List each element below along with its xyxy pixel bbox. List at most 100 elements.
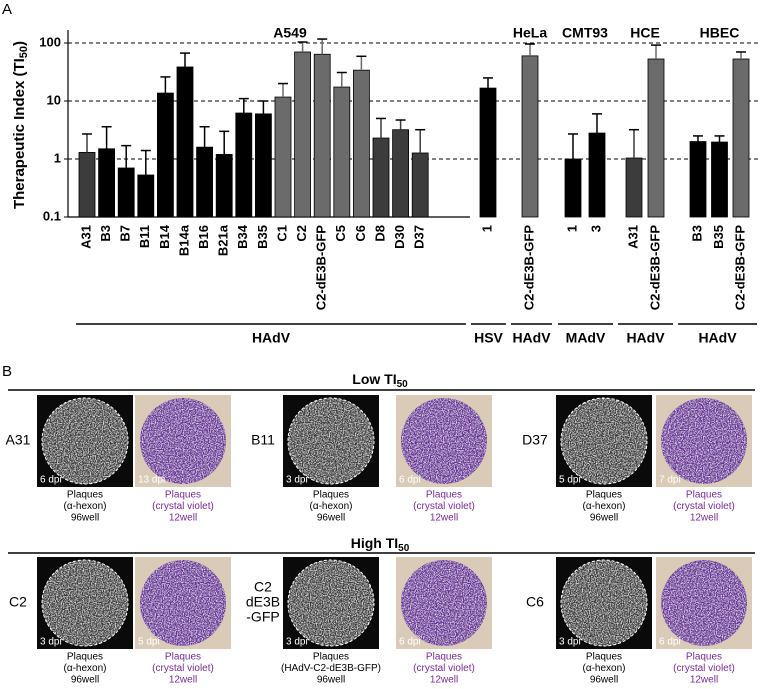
bar [732, 58, 750, 218]
crystal-well [401, 560, 487, 646]
dpi-label: 13 dpi [138, 475, 165, 486]
hexon-well [561, 560, 647, 646]
caption: 12well [430, 675, 458, 686]
virus-name: C6 [526, 594, 544, 610]
caption: 96well [317, 675, 345, 686]
virus-name: D37 [522, 432, 548, 448]
x-tick-label: B34 [235, 224, 250, 249]
row-title-sub: 50 [397, 379, 409, 390]
row-title-text: High TI [351, 535, 398, 551]
x-tick-label: D8 [372, 225, 387, 242]
caption: 96well [317, 513, 345, 524]
bar [215, 154, 233, 218]
well-outline [560, 397, 648, 485]
row-title: High TI50 [351, 535, 410, 554]
x-tick-label: B35 [255, 225, 270, 249]
caption: (crystal violet) [152, 501, 214, 512]
crystal-well [401, 398, 487, 484]
y-tick-label: 100 [39, 34, 61, 49]
caption: (α-hexon) [63, 663, 106, 674]
bar [176, 66, 194, 218]
cell-line-label: HBEC [700, 25, 740, 41]
x-tick-label: C2-dE3B-GFP [732, 225, 747, 311]
caption: 12well [169, 513, 197, 524]
hexon-well [288, 560, 374, 646]
cell-line-label: HCE [630, 25, 660, 41]
bar [254, 113, 272, 218]
dpi-label: 6 dpi [659, 637, 681, 648]
crystal-well [140, 560, 226, 646]
bar [78, 151, 96, 218]
y-axis-title-text: ) [11, 41, 28, 46]
virus-label: HAdV [512, 330, 551, 346]
caption: (crystal violet) [673, 663, 735, 674]
cell-line-label: A549 [273, 25, 307, 41]
caption: (crystal violet) [413, 501, 475, 512]
well-outline [41, 397, 129, 485]
dpi-label: 6 dpi [40, 475, 62, 486]
virus-label: HAdV [252, 330, 291, 346]
bar [156, 92, 174, 218]
dpi-label: 3 dpi [286, 637, 308, 648]
dpi-label: 6 dpi [399, 475, 421, 486]
caption: 12well [690, 513, 718, 524]
dpi-label: 5 dpi [138, 637, 160, 648]
y-axis-title-text: Therapeutic Index (TI [11, 58, 28, 209]
dpi-label: 6 dpi [399, 637, 421, 648]
caption: Plaques [313, 652, 349, 663]
caption: 96well [71, 513, 99, 524]
y-axis-title: Therapeutic Index (TI50) [11, 41, 30, 209]
crystal-well [140, 398, 226, 484]
bar [564, 158, 582, 218]
x-tick-label: 1 [479, 225, 494, 232]
x-tick-label: B3 [689, 225, 704, 242]
dpi-label: 3 dpi [286, 475, 308, 486]
x-tick-label: 3 [588, 225, 603, 232]
caption: (crystal violet) [152, 663, 214, 674]
crystal-well [661, 560, 747, 646]
well-outline [287, 559, 375, 647]
virus-label: MAdV [566, 330, 606, 346]
bar [479, 87, 497, 218]
dpi-label: 5 dpi [559, 475, 581, 486]
bar [625, 157, 643, 218]
virus-name: dE3B [246, 594, 280, 610]
caption: Plaques [586, 490, 622, 501]
caption: Plaques [686, 490, 722, 501]
cell-line-label: CMT93 [562, 25, 608, 41]
caption: Plaques [165, 652, 201, 663]
x-tick-label: C2-dE3B-GFP [314, 225, 329, 311]
y-tick-label: 1 [54, 150, 61, 165]
caption: (α-hexon) [63, 501, 106, 512]
virus-name: B11 [251, 432, 275, 448]
hexon-well [42, 398, 128, 484]
bar [117, 167, 135, 218]
bar [689, 141, 707, 218]
bar [711, 141, 728, 218]
bar [521, 55, 539, 218]
row-title-sub: 50 [398, 543, 410, 554]
x-tick-label: B14a [176, 224, 191, 256]
well-outline [287, 397, 375, 485]
bar [294, 51, 312, 218]
x-tick-label: D30 [392, 225, 407, 249]
caption: Plaques [165, 490, 201, 501]
caption: 96well [590, 675, 618, 686]
virus-name: A31 [6, 432, 31, 448]
bar [588, 132, 606, 218]
caption: (α-hexon) [582, 663, 625, 674]
virus-name: -GFP [246, 609, 279, 625]
x-tick-label: A31 [625, 225, 640, 249]
caption: 12well [430, 513, 458, 524]
caption: (α-hexon) [582, 501, 625, 512]
hexon-well [288, 398, 374, 484]
bar [235, 112, 253, 218]
row-title-text: Low TI [352, 371, 396, 387]
y-axis-title-sub: 50 [18, 46, 30, 58]
x-tick-label: D37 [412, 225, 427, 249]
caption: 12well [169, 675, 197, 686]
caption: Plaques [686, 652, 722, 663]
x-tick-label: C1 [274, 225, 289, 242]
x-tick-label: 1 [564, 225, 579, 232]
x-tick-label: B21a [216, 224, 231, 256]
